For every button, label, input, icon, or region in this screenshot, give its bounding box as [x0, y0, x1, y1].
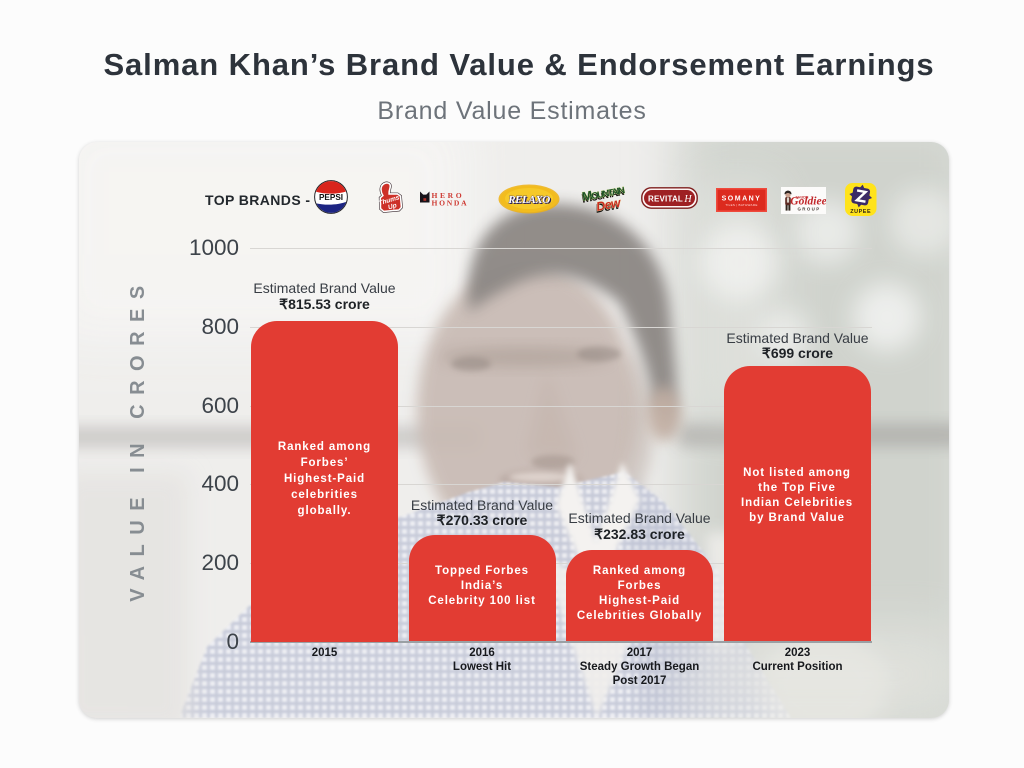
svg-text:TILES | BATHWARE: TILES | BATHWARE: [725, 202, 757, 206]
svg-text:RELAXO: RELAXO: [507, 194, 550, 206]
svg-text:HONDA: HONDA: [432, 199, 469, 206]
svg-text:RELAXO: RELAXO: [508, 195, 551, 207]
svg-text:Dew: Dew: [595, 195, 623, 214]
svg-text:Up: Up: [387, 202, 397, 211]
svg-text:SOMANY: SOMANY: [722, 195, 762, 202]
svg-text:PEPSI: PEPSI: [319, 193, 343, 202]
svg-text:Dew: Dew: [594, 197, 622, 216]
svg-text:Goldiee: Goldiee: [790, 195, 826, 207]
svg-text:H: H: [683, 194, 692, 205]
svg-text:REVITAL: REVITAL: [648, 194, 683, 203]
svg-text:SHUDH: SHUDH: [796, 195, 809, 199]
svg-text:ZUPEE: ZUPEE: [850, 209, 871, 215]
svg-text:GROUP: GROUP: [797, 206, 820, 211]
svg-text:HERO: HERO: [432, 191, 465, 200]
